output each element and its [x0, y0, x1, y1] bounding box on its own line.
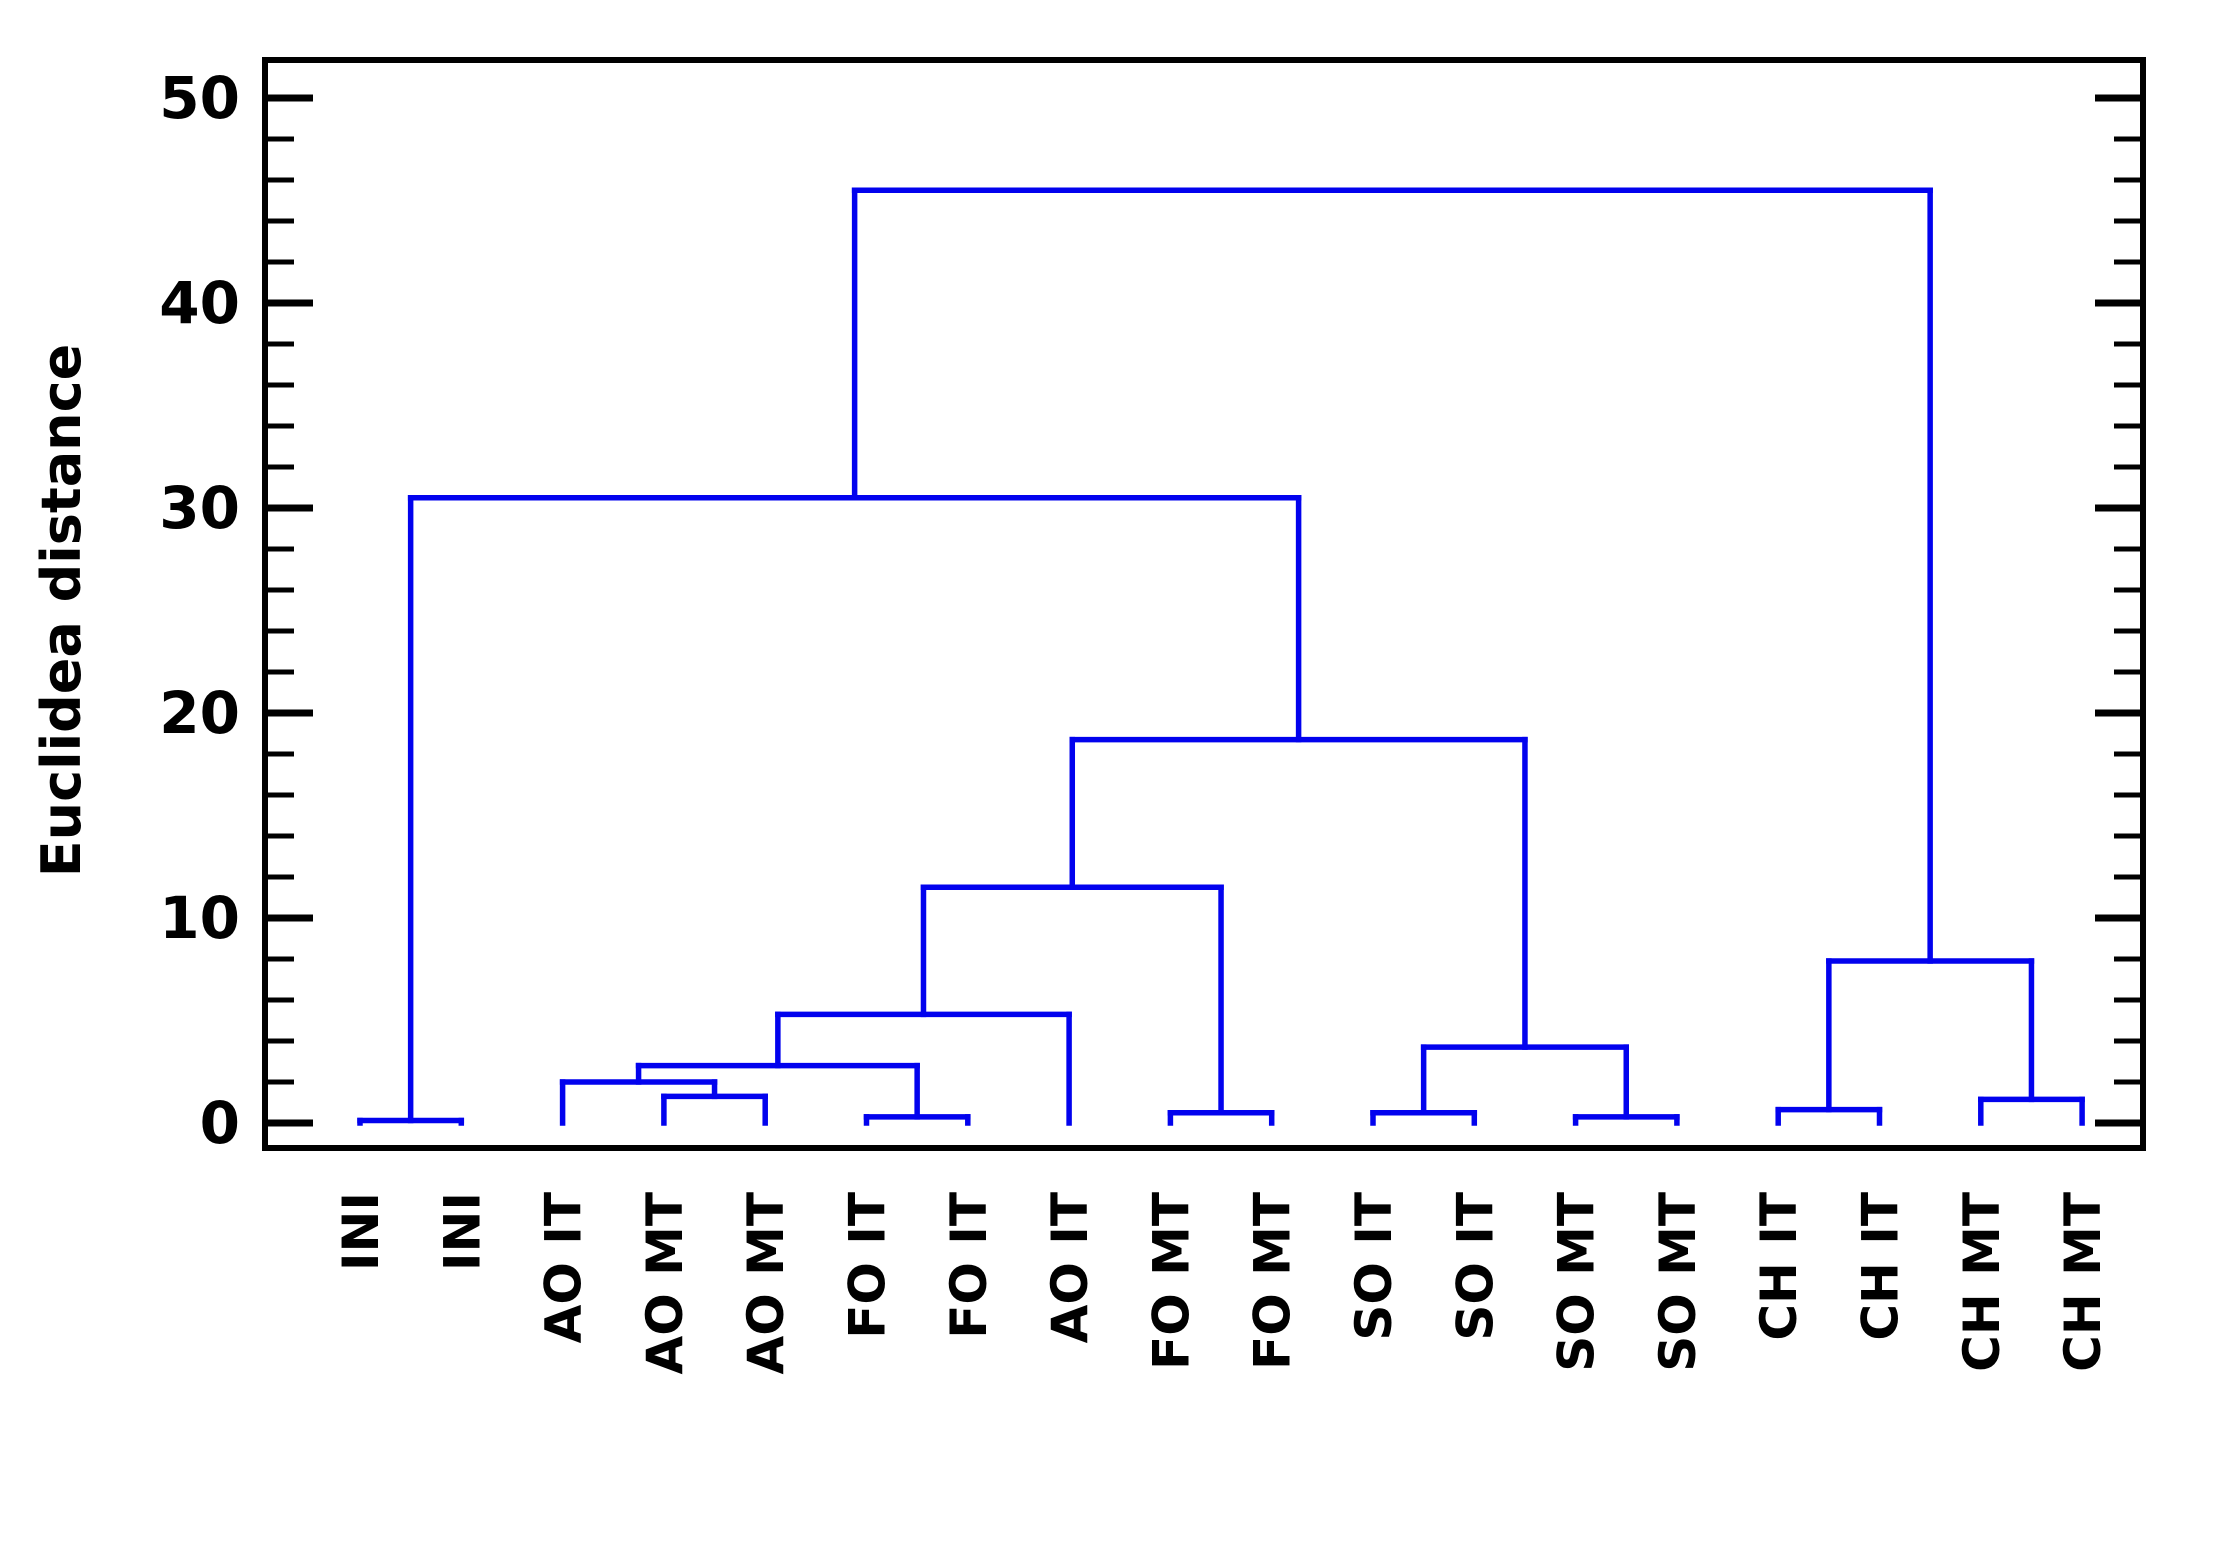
y-tick-label: 0	[200, 1089, 240, 1157]
y-tick-label: 20	[159, 679, 240, 747]
leaf-label: CH IT	[1750, 1192, 1808, 1341]
leaf-label: SO MT	[1649, 1192, 1707, 1372]
y-tick-label: 50	[159, 64, 240, 132]
leaf-label: AO MT	[737, 1192, 795, 1374]
leaf-label: CH MT	[1953, 1192, 2011, 1372]
plot-frame	[262, 57, 2146, 1151]
leaf-label: FO IT	[940, 1192, 998, 1339]
leaf-label: FO MT	[1142, 1192, 1200, 1370]
leaf-label: SO IT	[1446, 1192, 1504, 1341]
leaf-label: INI	[332, 1192, 390, 1271]
leaf-label: AO IT	[535, 1192, 593, 1343]
leaf-label: SO MT	[1548, 1192, 1606, 1372]
leaf-label: CH IT	[1852, 1192, 1910, 1341]
leaf-label: INI	[433, 1192, 491, 1271]
y-tick-label: 30	[159, 474, 240, 542]
leaf-label: FO IT	[839, 1192, 897, 1339]
leaf-label: SO IT	[1345, 1192, 1403, 1341]
leaf-label: CH MT	[2054, 1192, 2112, 1372]
y-tick-label: 40	[159, 269, 240, 337]
leaf-label: AO IT	[1041, 1192, 1099, 1343]
y-axis-title: Euclidea distance	[30, 344, 93, 878]
leaf-label: AO MT	[636, 1192, 694, 1374]
leaf-label: FO MT	[1244, 1192, 1302, 1370]
y-tick-label: 10	[159, 884, 240, 952]
